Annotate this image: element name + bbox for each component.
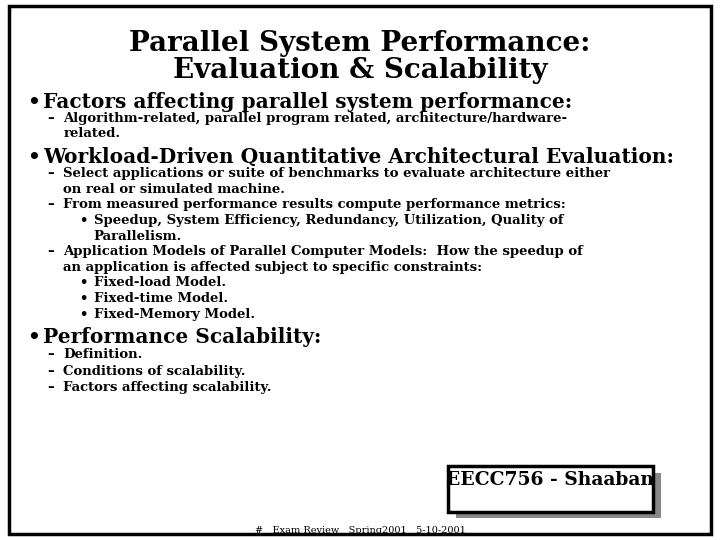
Text: EECC756 - Shaaban: EECC756 - Shaaban — [446, 471, 654, 489]
Text: an application is affected subject to specific constraints:: an application is affected subject to sp… — [63, 261, 482, 274]
Text: •: • — [27, 327, 40, 347]
Text: Workload-Driven Quantitative Architectural Evaluation:: Workload-Driven Quantitative Architectur… — [43, 147, 674, 167]
Text: –: – — [47, 381, 53, 394]
Text: Factors affecting scalability.: Factors affecting scalability. — [63, 381, 272, 394]
Text: Performance Scalability:: Performance Scalability: — [43, 327, 322, 347]
Text: Factors affecting parallel system performance:: Factors affecting parallel system perfor… — [43, 92, 572, 112]
Text: related.: related. — [63, 127, 120, 140]
Text: –: – — [47, 364, 53, 377]
Text: –: – — [47, 167, 53, 180]
Text: Evaluation & Scalability: Evaluation & Scalability — [173, 57, 547, 84]
Text: #   Exam Review   Spring2001   5-10-2001: # Exam Review Spring2001 5-10-2001 — [255, 526, 465, 535]
FancyBboxPatch shape — [9, 6, 711, 534]
Text: Parallel System Performance:: Parallel System Performance: — [130, 30, 590, 57]
Text: •: • — [79, 292, 88, 305]
Text: –: – — [47, 112, 53, 125]
Text: on real or simulated machine.: on real or simulated machine. — [63, 183, 285, 195]
Text: Select applications or suite of benchmarks to evaluate architecture either: Select applications or suite of benchmar… — [63, 167, 611, 180]
Text: Application Models of Parallel Computer Models:  How the speedup of: Application Models of Parallel Computer … — [63, 245, 583, 258]
Text: From measured performance results compute performance metrics:: From measured performance results comput… — [63, 198, 566, 211]
Text: –: – — [47, 348, 53, 361]
Text: –: – — [47, 245, 53, 258]
Text: Parallelism.: Parallelism. — [94, 230, 182, 242]
Text: –: – — [47, 198, 53, 211]
Text: •: • — [27, 92, 40, 112]
Text: Conditions of scalability.: Conditions of scalability. — [63, 364, 246, 377]
Text: •: • — [79, 308, 88, 321]
Text: Fixed-time Model.: Fixed-time Model. — [94, 292, 228, 305]
Text: Fixed-Memory Model.: Fixed-Memory Model. — [94, 308, 255, 321]
Text: Fixed-load Model.: Fixed-load Model. — [94, 276, 226, 289]
Text: •: • — [79, 276, 88, 289]
Text: Algorithm-related, parallel program related, architecture/hardware-: Algorithm-related, parallel program rela… — [63, 112, 567, 125]
FancyBboxPatch shape — [456, 472, 661, 518]
FancyBboxPatch shape — [448, 466, 653, 512]
Text: •: • — [27, 147, 40, 167]
Text: Speedup, System Efficiency, Redundancy, Utilization, Quality of: Speedup, System Efficiency, Redundancy, … — [94, 214, 563, 227]
Text: Definition.: Definition. — [63, 348, 143, 361]
Text: •: • — [79, 214, 88, 227]
